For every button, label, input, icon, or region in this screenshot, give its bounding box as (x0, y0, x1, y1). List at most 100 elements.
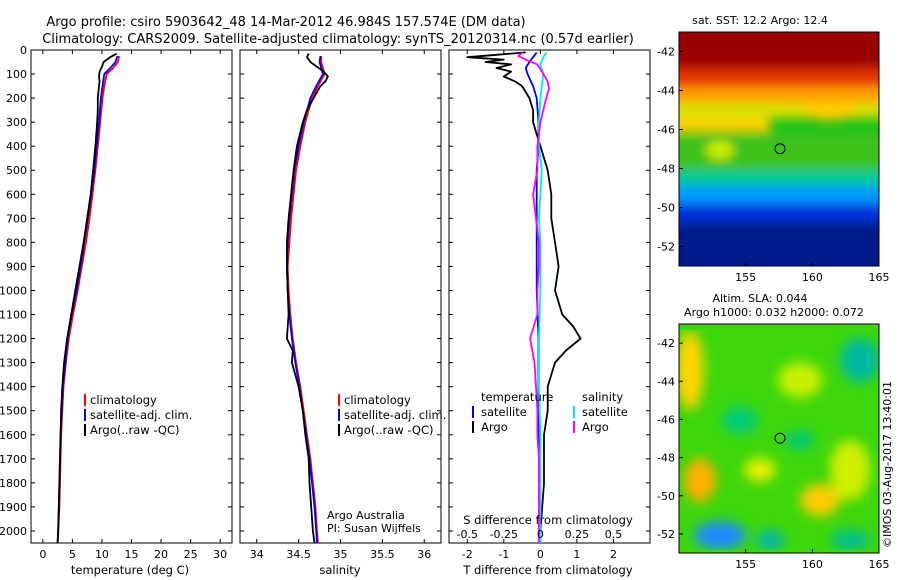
legend-label-t-argo: Argo (481, 420, 508, 434)
map-x-tick-label: 160 (802, 271, 823, 284)
y-tick-label: 700 (6, 212, 27, 225)
sla-map-axes: 155 160 165 -42 -44 -46 -48 -50 -52 (657, 337, 889, 571)
x-tick-label: 0 (537, 548, 544, 561)
figure-title-line2: Climatology: CARS2009. Satellite-adjuste… (42, 32, 634, 47)
y-tick-label: 1100 (0, 309, 27, 322)
x-tick-label: 34 (250, 548, 264, 561)
y-tick-label: 1300 (0, 357, 27, 370)
series-satellite-adj-clim- (56, 55, 119, 544)
annotation-pi: PI: Susan Wijffels (327, 522, 421, 535)
y-tick-label: 200 (6, 92, 27, 105)
series-satellite-adj-clim- (285, 55, 324, 544)
temperature-x-axis: 0 5 10 15 20 25 30 (39, 50, 227, 561)
legend-label-s-satellite: satellite (582, 405, 628, 419)
legend-title-temperature: temperature (481, 390, 553, 404)
difference-plot-frame (448, 49, 651, 544)
temperature-panel: 0100200300400500600700800900100011001200… (0, 44, 233, 577)
x-tick-label: 15 (125, 548, 139, 561)
salinity-plot-frame (239, 49, 442, 544)
difference-legend: temperature satellite Argo salinity sate… (472, 390, 628, 434)
map-y-tick-label: -50 (657, 490, 675, 503)
y-tick-label: 1000 (0, 284, 27, 297)
y-tick-label: 1600 (0, 429, 27, 442)
s-diff-tick-label: -0.25 (490, 528, 518, 541)
series-s-argo (517, 51, 550, 543)
map-x-tick-label: 165 (869, 271, 890, 284)
x-tick-label: 10 (95, 548, 109, 561)
s-difference-ticks: -0.5 -0.25 0 0.25 0.5 (457, 528, 623, 541)
series-argo-raw-qc- (285, 53, 329, 544)
sla-field (679, 324, 879, 553)
imos-credit: ©IMOS 03-Aug-2017 13:40:01 (881, 381, 894, 548)
series-climatology (56, 55, 120, 544)
sst-map: sat. SST: 12.2 Argo: 12.4 155 160 165 -42 -4… (657, 14, 890, 284)
salinity-panel: 34 34.5 35 35.5 36 salinity climatology sate… (239, 49, 446, 577)
series-argo-raw-qc- (56, 52, 118, 544)
salinity-depth-ticks (240, 49, 441, 532)
map-x-tick-label: 155 (735, 558, 756, 571)
y-tick-label: 800 (6, 236, 27, 249)
depth-axis: 0 100 200 300 400 500 600 700 800 900 1000 1100 1200… (0, 44, 232, 538)
map-y-tick-label: -48 (657, 163, 675, 176)
temperature-x-label: temperature (deg C) (71, 563, 189, 577)
legend-label-argo: Argo(..raw -QC) (90, 423, 180, 437)
x-tick-label: 5 (69, 548, 76, 561)
y-tick-label: 900 (6, 260, 27, 273)
map-y-tick-label: -50 (657, 202, 675, 215)
sst-map-frame (678, 31, 880, 267)
difference-depth-ticks (449, 49, 650, 532)
map-y-tick-label: -46 (657, 124, 675, 137)
y-tick-label: 400 (6, 140, 27, 153)
map-y-tick-label: -42 (657, 337, 675, 350)
map-y-tick-label: -44 (657, 375, 675, 388)
map-y-tick-label: -48 (657, 452, 675, 465)
y-tick-label: 1500 (0, 405, 27, 418)
y-tick-label: 1200 (0, 333, 27, 346)
series-climatology (286, 56, 326, 544)
x-tick-label: 25 (184, 548, 198, 561)
y-tick-label: 2000 (0, 525, 27, 538)
s-difference-label: S difference from climatology (463, 513, 633, 527)
series-t-argo (466, 51, 582, 543)
s-diff-tick-label: 0.5 (605, 528, 623, 541)
temperature-series (56, 52, 120, 544)
t-difference-x-label: T difference from climatology (462, 563, 633, 577)
difference-panel: -2 -1 0 1 2 T difference from climatology S … (448, 49, 651, 577)
map-y-tick-label: -44 (657, 85, 675, 98)
sla-map-title-line2: Argo h1000: 0.032 h2000: 0.072 (684, 306, 864, 319)
annotation-argo-australia: Argo Australia (327, 509, 405, 522)
argo-location-marker (774, 143, 786, 155)
map-x-tick-label: 160 (802, 558, 823, 571)
map-y-tick-label: -52 (657, 241, 675, 254)
s-diff-tick-label: 0.25 (565, 528, 590, 541)
salinity-x-axis: 34 34.5 35 35.5 36 (250, 50, 431, 561)
legend-label-satellite: satellite-adj. clim. (344, 408, 446, 422)
sst-map-title: sat. SST: 12.2 Argo: 12.4 (692, 14, 828, 27)
temperature-legend: climatology satellite-adj. clim. Argo(..… (84, 393, 192, 437)
legend-label-s-argo: Argo (582, 420, 609, 434)
map-x-tick-label: 155 (735, 271, 756, 284)
legend-label-climatology: climatology (344, 393, 411, 407)
x-tick-label: 20 (154, 548, 168, 561)
map-y-tick-label: -52 (657, 528, 675, 541)
legend-label-satellite: satellite-adj. clim. (90, 408, 192, 422)
x-tick-label: 36 (417, 548, 431, 561)
x-tick-label: 35.5 (370, 548, 395, 561)
figure-title-line1: Argo profile: csiro 5903642_48 14-Mar-20… (46, 15, 525, 30)
argo-location-marker (774, 432, 786, 444)
x-tick-label: 35 (334, 548, 348, 561)
y-tick-label: 1400 (0, 381, 27, 394)
x-tick-label: 2 (610, 548, 617, 561)
s-diff-tick-label: -0.5 (457, 528, 478, 541)
x-tick-label: 30 (213, 548, 227, 561)
x-tick-label: 0 (39, 548, 46, 561)
sla-map-frame (678, 323, 880, 554)
y-tick-label: 1800 (0, 477, 27, 490)
x-tick-label: -2 (462, 548, 473, 561)
x-tick-label: -1 (498, 548, 509, 561)
x-tick-label: 1 (573, 548, 580, 561)
salinity-series (285, 53, 329, 544)
legend-title-salinity: salinity (582, 390, 623, 404)
difference-series (466, 51, 582, 543)
y-tick-label: 1900 (0, 501, 27, 514)
